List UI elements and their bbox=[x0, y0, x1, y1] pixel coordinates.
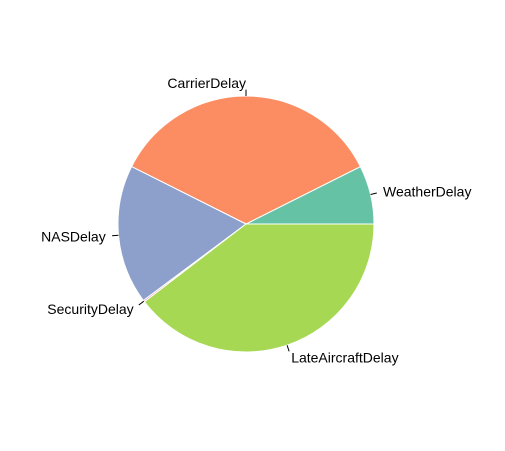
label-tick-late-aircraft-delay bbox=[286, 345, 290, 352]
slice-label-nasdelay: NASDelay bbox=[41, 228, 106, 244]
pie-slice-carrier-delay bbox=[130, 95, 362, 225]
slice-label-late-aircraft-delay: LateAircraftDelay bbox=[291, 349, 398, 365]
slice-label-weather-delay: WeatherDelay bbox=[383, 184, 471, 200]
slice-label-security-delay: SecurityDelay bbox=[47, 301, 133, 317]
label-tick-nasdelay bbox=[112, 234, 119, 237]
label-tick-security-delay bbox=[138, 300, 145, 306]
label-tick-weather-delay bbox=[370, 192, 377, 195]
slice-label-carrier-delay: CarrierDelay bbox=[167, 75, 246, 91]
